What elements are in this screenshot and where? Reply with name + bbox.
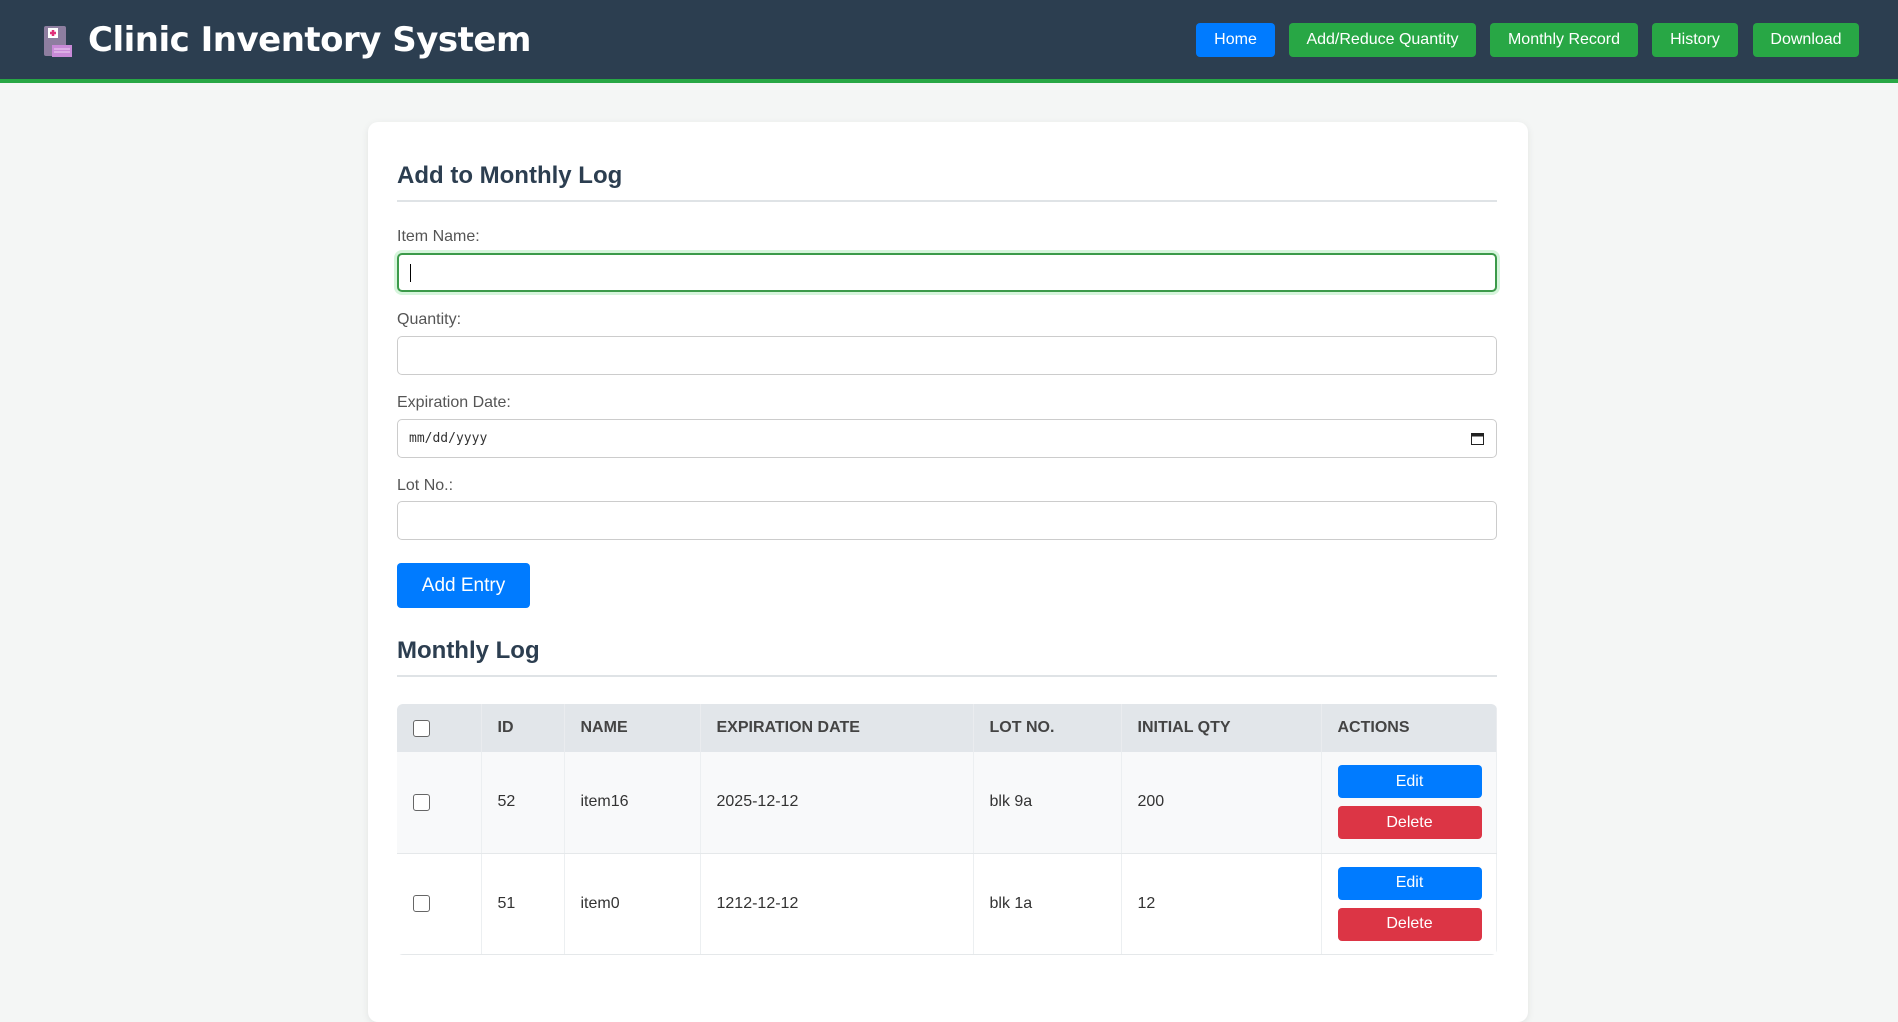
col-name: NAME [564,704,701,752]
expiration-label: Expiration Date: [397,394,511,411]
nav-download-button[interactable]: Download [1753,23,1859,57]
form-heading: Add to Monthly Log [397,162,1497,202]
cell-id: 51 [481,853,565,955]
table-header: ID NAME EXPIRATION DATE LOT NO. INITIAL … [397,704,1497,752]
navbar: Clinic Inventory System Home Add/Reduce … [0,0,1898,83]
calendar-icon[interactable] [1471,432,1484,445]
quantity-input[interactable] [397,336,1497,375]
row-checkbox[interactable] [413,793,430,811]
edit-button[interactable]: Edit [1337,866,1482,900]
add-entry-button[interactable]: Add Entry [397,563,530,608]
delete-button[interactable]: Delete [1337,907,1482,941]
col-qty: INITIAL QTY [1121,704,1322,752]
expiration-date-input[interactable]: mm/dd/yyyy [397,419,1497,458]
nav-history-button[interactable]: History [1652,23,1738,57]
cell-expiration: 2025-12-12 [700,752,974,854]
table-row: 52 item16 2025-12-12 blk 9a 200 Edit Dele… [397,752,1497,854]
lot-input[interactable] [397,501,1497,540]
col-actions: ACTIONS [1321,704,1497,752]
cell-lot: blk 9a [973,752,1122,854]
nav-home-button[interactable]: Home [1196,23,1275,57]
lot-label: Lot No.: [397,477,454,494]
cell-qty: 12 [1121,853,1322,955]
cell-name: item16 [564,752,701,854]
item-name-label: Item Name: [397,228,480,245]
edit-button[interactable]: Edit [1337,765,1482,799]
cell-qty: 200 [1121,752,1322,854]
cell-name: item0 [564,853,701,955]
col-lot: LOT NO. [973,704,1122,752]
nav-monthly-record-button[interactable]: Monthly Record [1490,23,1638,57]
row-checkbox[interactable] [413,895,430,912]
cell-expiration: 1212-12-12 [700,853,974,955]
nav-add-reduce-button[interactable]: Add/Reduce Quantity [1289,23,1476,57]
main-card: Add to Monthly Log Item Name: Quantity: … [368,122,1528,1022]
clinic-building-icon [44,26,72,57]
col-id: ID [481,704,565,752]
cell-lot: blk 1a [973,853,1122,955]
item-name-input[interactable] [397,253,1497,292]
cell-id: 52 [481,752,565,854]
select-all-checkbox[interactable] [413,719,430,737]
log-heading: Monthly Log [397,637,1497,677]
col-expiration: EXPIRATION DATE [700,704,974,752]
quantity-label: Quantity: [397,311,462,328]
delete-button[interactable]: Delete [1337,806,1482,840]
monthly-log-table: ID NAME EXPIRATION DATE LOT NO. INITIAL … [397,704,1497,955]
app-title: Clinic Inventory System [88,20,531,60]
text-caret [410,263,411,282]
table-row: 51 item0 1212-12-12 blk 1a 12 Edit Delete [397,853,1497,955]
